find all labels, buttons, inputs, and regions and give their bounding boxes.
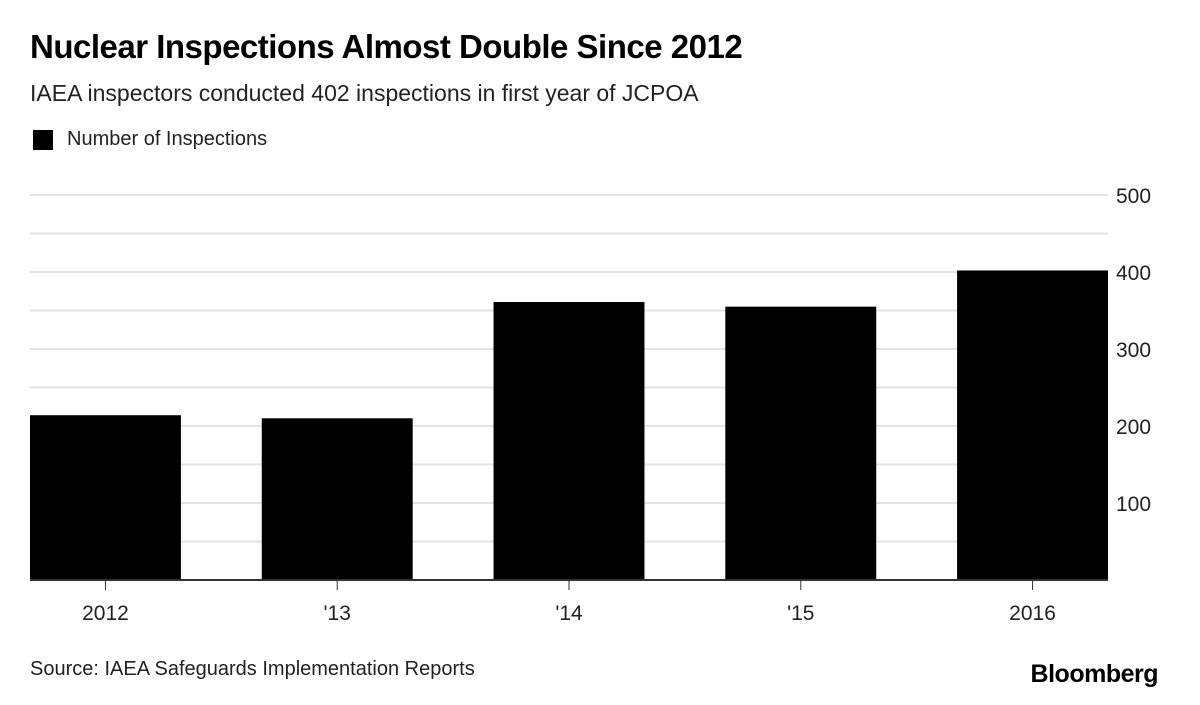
y-tick-label: 500 [1116,185,1151,208]
y-tick-label: 400 [1116,262,1151,285]
x-tick-label: '13 [324,602,351,625]
x-tick-label: '14 [555,602,583,625]
chart-title: Nuclear Inspections Almost Double Since … [30,28,743,65]
x-tick-label: '15 [787,602,814,625]
x-tick-label: 2012 [82,602,129,625]
bar-3 [725,306,877,580]
bar-1 [261,418,413,580]
bar-4 [957,270,1108,580]
bar-2 [493,302,645,580]
chart-subtitle: IAEA inspectors conducted 402 inspection… [30,80,699,106]
source-note: Source: IAEA Safeguards Implementation R… [30,658,475,680]
bar-0 [30,415,181,580]
legend: Number of Inspections [33,128,267,151]
legend-swatch [33,129,53,150]
y-tick-label: 200 [1116,416,1151,439]
legend-label: Number of Inspections [67,128,268,150]
y-tick-label: 100 [1116,493,1151,516]
x-tick-label: 2016 [1009,602,1056,625]
bloomberg-logo: Bloomberg [1030,660,1159,688]
y-tick-label: 300 [1116,339,1151,362]
